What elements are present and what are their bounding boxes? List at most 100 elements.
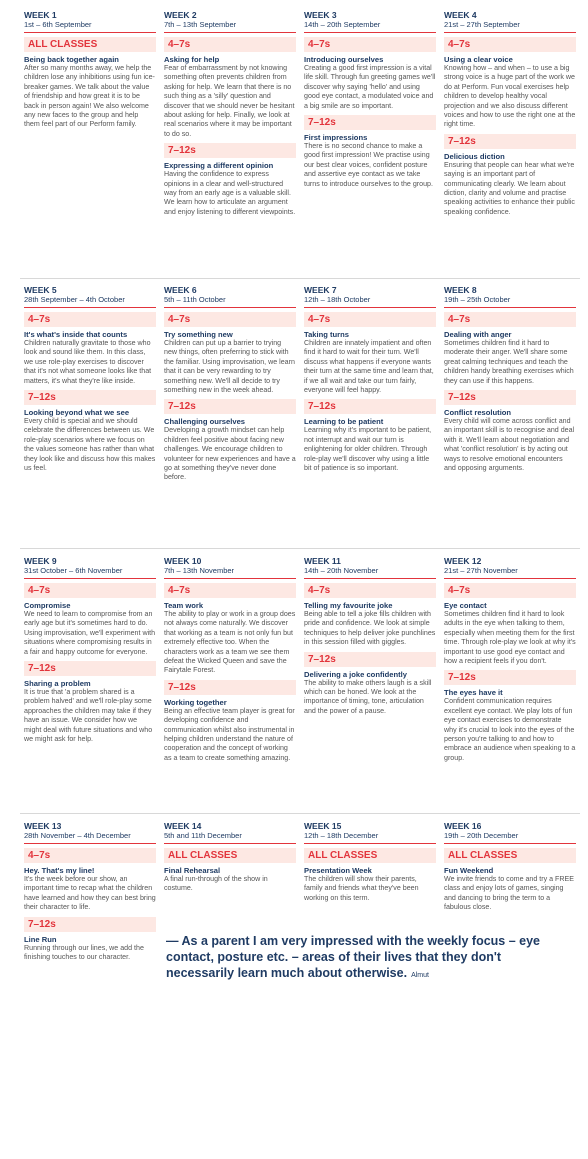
week-block: WEEK 3 14th – 20th September 4–7s Introduci… <box>300 10 440 217</box>
section-heading: Using a clear voice <box>444 55 513 64</box>
week-title: WEEK 8 <box>444 285 477 295</box>
section-heading: Team work <box>164 601 204 610</box>
week-block: WEEK 5 28th September – 4th October 4–7s It… <box>20 285 160 483</box>
section-body: Running through our lines, we add the fi… <box>24 943 144 962</box>
age-label: 4–7s <box>164 37 296 52</box>
section-body: It is true that 'a problem shared is a p… <box>24 688 153 744</box>
age-label: 4–7s <box>304 583 436 598</box>
quote-text: — As a parent I am very impressed with t… <box>166 934 540 980</box>
age-label: 7–12s <box>444 670 576 686</box>
section-heading: Fun Weekend <box>444 866 494 875</box>
age-label: 7–12s <box>444 133 576 149</box>
section-heading: Working together <box>164 697 227 707</box>
week-block: WEEK 16 19th – 20th December ALL CLASSES Fu… <box>440 821 580 962</box>
week-dates: 28th November – 4th December <box>24 831 156 844</box>
row-divider <box>20 278 580 279</box>
section-heading: Delivering a joke confidently <box>304 669 407 679</box>
section-body: There is no second chance to make a good… <box>304 142 433 188</box>
week-block: WEEK 6 5th – 11th October 4–7s Try somethin… <box>160 285 300 483</box>
section-body: Being able to tell a joke fills children… <box>304 610 436 647</box>
section-heading: First impressions <box>304 133 368 143</box>
week-row: WEEK 1 1st – 6th September ALL CLASSES Bein… <box>20 10 580 217</box>
section-body: It's the week before our show, an import… <box>24 875 156 912</box>
section-heading: Hey. That's my line! <box>24 866 95 875</box>
section-body: Having the confidence to express opinion… <box>164 170 296 216</box>
week-dates: 7th – 13th November <box>164 566 296 579</box>
age-label: 4–7s <box>24 312 156 327</box>
section-heading: Eye contact <box>444 601 487 610</box>
age-label: 7–12s <box>164 399 296 415</box>
row-divider <box>20 548 580 549</box>
section-heading: Final Rehearsal <box>164 866 221 875</box>
section-body: Sometimes children find it hard to moder… <box>444 339 574 385</box>
section-heading: Expressing a different opinion <box>164 161 274 171</box>
section-body: The ability to make others laugh is a sk… <box>304 678 432 715</box>
section-body: Confident communication requires excelle… <box>444 697 576 762</box>
age-label: 4–7s <box>304 37 436 52</box>
row-divider <box>20 813 580 814</box>
section-heading: Asking for help <box>164 55 220 64</box>
week-row: WEEK 9 31st October – 6th November 4–7s Com… <box>20 556 580 763</box>
section-heading: Taking turns <box>304 330 350 339</box>
week-dates: 31st October – 6th November <box>24 566 156 579</box>
week-dates: 19th – 25th October <box>444 295 576 308</box>
week-title: WEEK 11 <box>304 556 341 566</box>
section-heading: Dealing with anger <box>444 330 512 339</box>
week-block: WEEK 15 12th – 18th December ALL CLASSES Pr… <box>300 821 440 962</box>
section-body: Fear of embarrassment by not knowing som… <box>164 64 295 138</box>
week-dates: 21st – 27th November <box>444 566 576 579</box>
section-body: Every child is special and we should cel… <box>24 417 156 473</box>
week-dates: 1st – 6th September <box>24 20 156 33</box>
section-heading: Presentation Week <box>304 866 372 875</box>
section-heading: Line Run <box>24 934 57 944</box>
age-label: 7–12s <box>164 143 296 159</box>
week-dates: 28th September – 4th October <box>24 295 156 308</box>
section-body: Sometimes children find it hard to look … <box>444 610 576 666</box>
week-dates: 12th – 18th October <box>304 295 436 308</box>
week-title: WEEK 5 <box>24 285 57 295</box>
week-dates: 12th – 18th December <box>304 831 436 844</box>
section-heading: Telling my favourite joke <box>304 601 393 610</box>
age-label: 4–7s <box>164 583 296 598</box>
section-heading: Delicious diction <box>444 151 505 161</box>
section-body: After so many months away, we help the c… <box>24 64 155 129</box>
week-block: WEEK 13 28th November – 4th December 4–7s H… <box>20 821 160 962</box>
week-title: WEEK 10 <box>164 556 202 566</box>
section-body: A final run-through of the show in costu… <box>164 875 268 893</box>
quote-author: Almut <box>411 972 429 979</box>
age-label: 7–12s <box>24 661 156 677</box>
week-block: WEEK 11 14th – 20th November 4–7s Telling m… <box>300 556 440 763</box>
age-label: 4–7s <box>304 312 436 327</box>
section-heading: Learning to be patient <box>304 417 384 427</box>
age-label: 4–7s <box>444 312 576 327</box>
section-body: Creating a good first impression is a vi… <box>304 64 436 110</box>
age-label: ALL CLASSES <box>164 848 296 863</box>
week-title: WEEK 1 <box>24 10 57 20</box>
section-heading: The eyes have it <box>444 688 503 698</box>
week-block: WEEK 12 21st – 27th November 4–7s Eye conta… <box>440 556 580 763</box>
age-label: 4–7s <box>444 583 576 598</box>
week-dates: 5th and 11th December <box>164 831 296 844</box>
age-label: 7–12s <box>24 390 156 406</box>
section-body: We invite friends to come and try a FREE… <box>444 875 574 912</box>
week-dates: 7th – 13th September <box>164 20 296 33</box>
week-title: WEEK 16 <box>444 821 482 831</box>
section-body: Knowing how – and when – to use a big st… <box>444 64 576 129</box>
week-title: WEEK 6 <box>164 285 197 295</box>
week-block: WEEK 2 7th – 13th September 4–7s Asking for… <box>160 10 300 217</box>
week-row: WEEK 5 28th September – 4th October 4–7s It… <box>20 285 580 483</box>
week-dates: 14th – 20th November <box>304 566 436 579</box>
section-heading: Being back together again <box>24 55 119 64</box>
week-dates: 21st – 27th September <box>444 20 576 33</box>
age-label: 4–7s <box>24 848 156 863</box>
week-title: WEEK 9 <box>24 556 57 566</box>
week-block: WEEK 9 31st October – 6th November 4–7s Com… <box>20 556 160 763</box>
section-heading: Challenging ourselves <box>164 417 246 427</box>
week-block: WEEK 7 12th – 18th October 4–7s Taking turn… <box>300 285 440 483</box>
section-heading: Sharing a problem <box>24 679 91 689</box>
age-label: 7–12s <box>304 399 436 415</box>
week-dates: 19th – 20th December <box>444 831 576 844</box>
week-title: WEEK 13 <box>24 821 62 831</box>
section-body: Every child will come across conflict an… <box>444 417 575 473</box>
